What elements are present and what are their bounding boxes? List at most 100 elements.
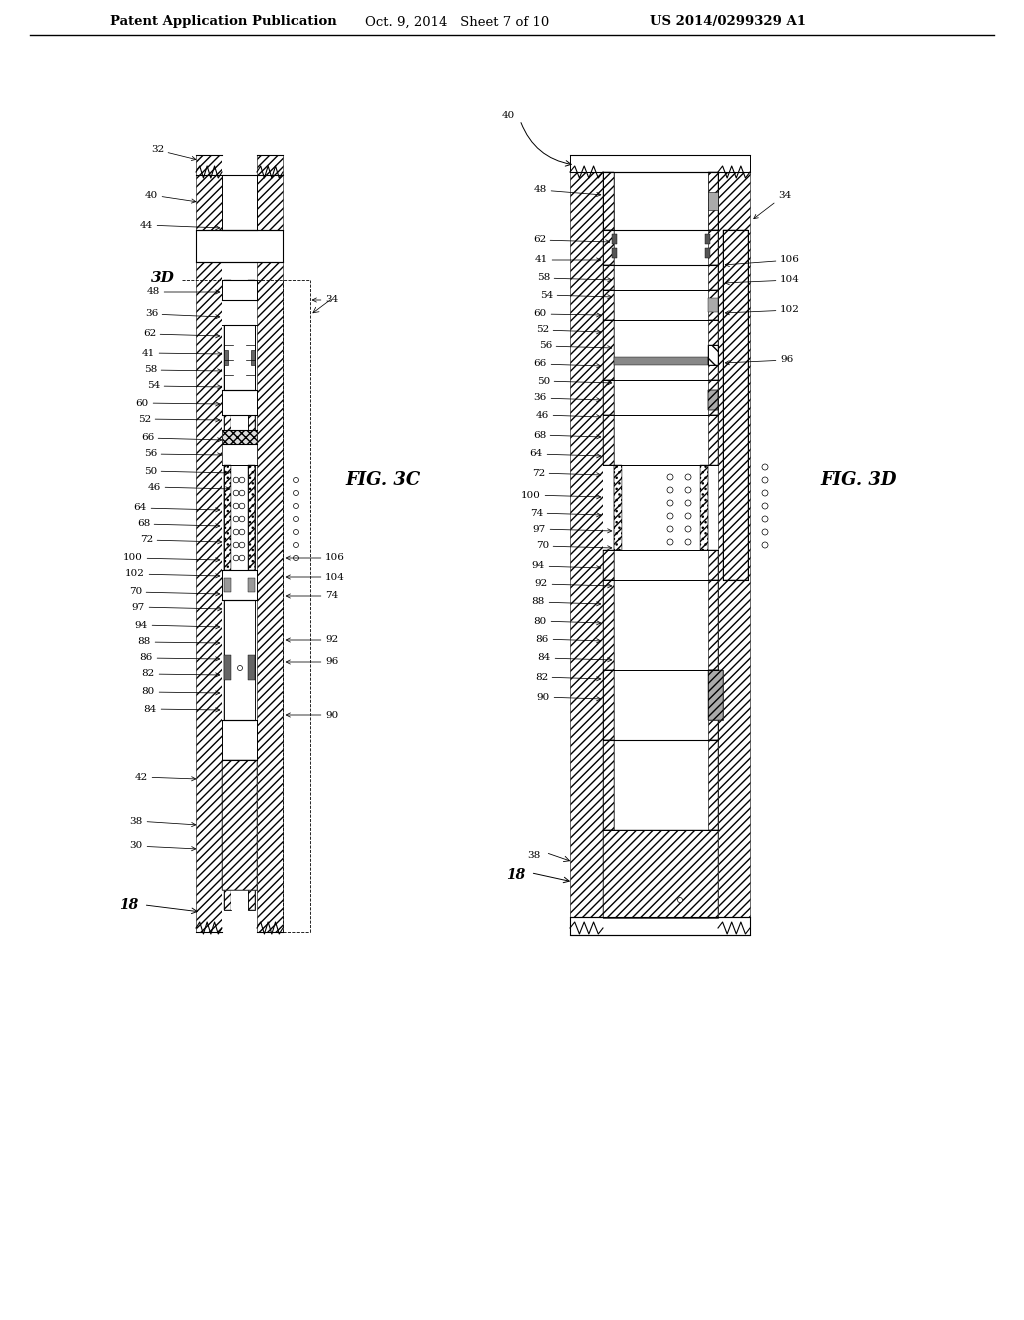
Text: 36: 36 xyxy=(144,309,220,319)
Bar xyxy=(603,741,614,830)
Circle shape xyxy=(233,516,239,521)
Bar xyxy=(196,154,222,932)
Circle shape xyxy=(667,525,673,532)
Circle shape xyxy=(667,500,673,506)
Text: 74: 74 xyxy=(287,591,338,601)
Circle shape xyxy=(233,529,239,535)
Bar xyxy=(603,380,718,414)
Bar xyxy=(614,265,708,290)
Bar xyxy=(723,230,748,579)
Bar xyxy=(614,319,708,380)
Bar xyxy=(603,172,614,230)
Text: 68: 68 xyxy=(532,430,601,440)
Bar xyxy=(222,760,257,890)
Bar xyxy=(614,550,708,579)
Text: 68: 68 xyxy=(137,520,220,528)
Text: 38: 38 xyxy=(130,817,196,826)
Text: Patent Application Publication: Patent Application Publication xyxy=(110,16,337,29)
Circle shape xyxy=(240,503,245,508)
Bar xyxy=(570,154,603,935)
Bar xyxy=(603,265,718,290)
Bar xyxy=(603,172,718,917)
Bar xyxy=(614,172,708,230)
Text: 52: 52 xyxy=(536,326,601,334)
Bar xyxy=(224,325,255,389)
Bar xyxy=(603,380,614,414)
Circle shape xyxy=(240,516,245,521)
Text: 86: 86 xyxy=(139,653,220,663)
Circle shape xyxy=(233,490,239,496)
Bar xyxy=(222,280,257,300)
Bar xyxy=(222,176,257,230)
Bar xyxy=(603,319,614,380)
Bar xyxy=(603,579,614,671)
Bar xyxy=(603,741,718,830)
Text: 104: 104 xyxy=(725,276,800,285)
Text: 58: 58 xyxy=(537,273,611,282)
Text: 84: 84 xyxy=(538,653,611,663)
Text: 50: 50 xyxy=(537,376,611,385)
Text: 97: 97 xyxy=(532,524,611,533)
Circle shape xyxy=(294,478,299,483)
Text: 41: 41 xyxy=(535,256,601,264)
Bar xyxy=(222,389,257,414)
Text: 34: 34 xyxy=(312,296,338,305)
Bar xyxy=(224,655,231,680)
Text: 18: 18 xyxy=(506,869,525,882)
Bar xyxy=(708,741,718,830)
Bar xyxy=(603,550,614,579)
Circle shape xyxy=(685,513,691,519)
Bar xyxy=(614,671,708,741)
Circle shape xyxy=(678,898,683,903)
Text: 102: 102 xyxy=(125,569,220,578)
Text: 106: 106 xyxy=(287,553,345,562)
Bar xyxy=(603,550,718,579)
Text: 56: 56 xyxy=(143,450,222,458)
Circle shape xyxy=(762,503,768,510)
Circle shape xyxy=(240,556,245,561)
Bar xyxy=(708,389,718,411)
Text: 96: 96 xyxy=(287,657,338,667)
Bar xyxy=(222,570,257,601)
Text: 100: 100 xyxy=(521,491,601,499)
Bar xyxy=(231,280,248,909)
Text: 92: 92 xyxy=(535,579,611,589)
Text: 36: 36 xyxy=(534,393,601,403)
Text: 41: 41 xyxy=(141,348,222,358)
Text: 94: 94 xyxy=(531,561,601,570)
Text: 50: 50 xyxy=(143,466,228,475)
Bar xyxy=(248,465,255,570)
Circle shape xyxy=(240,529,245,535)
Bar xyxy=(603,830,718,917)
Bar xyxy=(614,290,708,319)
Text: 104: 104 xyxy=(287,573,345,582)
Text: 80: 80 xyxy=(141,688,220,697)
Circle shape xyxy=(762,465,768,470)
Bar xyxy=(708,380,718,414)
Circle shape xyxy=(762,543,768,548)
Bar xyxy=(603,830,718,917)
Text: Oct. 9, 2014   Sheet 7 of 10: Oct. 9, 2014 Sheet 7 of 10 xyxy=(365,16,549,29)
Text: 66: 66 xyxy=(140,433,222,442)
Circle shape xyxy=(233,543,239,548)
Text: 86: 86 xyxy=(536,635,601,644)
Bar xyxy=(248,578,255,591)
Text: 70: 70 xyxy=(536,541,611,550)
Text: 34: 34 xyxy=(754,190,792,219)
Circle shape xyxy=(762,529,768,535)
Text: 18: 18 xyxy=(119,898,138,912)
Bar xyxy=(248,280,255,909)
Bar xyxy=(700,465,708,550)
Bar xyxy=(222,719,257,760)
Text: 82: 82 xyxy=(535,672,601,681)
Circle shape xyxy=(294,529,299,535)
Text: 94: 94 xyxy=(135,620,220,630)
Text: 96: 96 xyxy=(725,355,794,364)
Text: 64: 64 xyxy=(529,450,601,458)
Text: 44: 44 xyxy=(139,220,220,230)
Bar xyxy=(570,917,750,935)
Bar xyxy=(603,230,614,265)
Text: 56: 56 xyxy=(539,342,611,351)
Bar xyxy=(612,248,617,257)
Bar xyxy=(700,230,708,830)
